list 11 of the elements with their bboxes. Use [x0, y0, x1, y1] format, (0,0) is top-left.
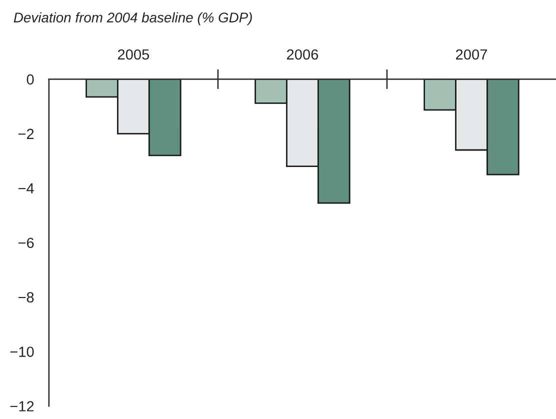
- y-tick-label: −8: [18, 292, 34, 302]
- x-tick-label: 2006: [286, 49, 318, 60]
- y-tick-label: −12: [10, 401, 34, 412]
- x-tick-label: 2005: [118, 49, 150, 60]
- y-tick-label: −4: [18, 183, 34, 194]
- y-tick-label: −10: [10, 346, 34, 357]
- y-tick-label: 0: [26, 74, 34, 85]
- y-tick-label: −2: [18, 128, 34, 139]
- y-tick-label: −6: [18, 238, 34, 248]
- y-axis-title: Deviation from 2004 baseline (% GDP): [14, 12, 252, 26]
- x-tick-label: 2007: [456, 49, 487, 60]
